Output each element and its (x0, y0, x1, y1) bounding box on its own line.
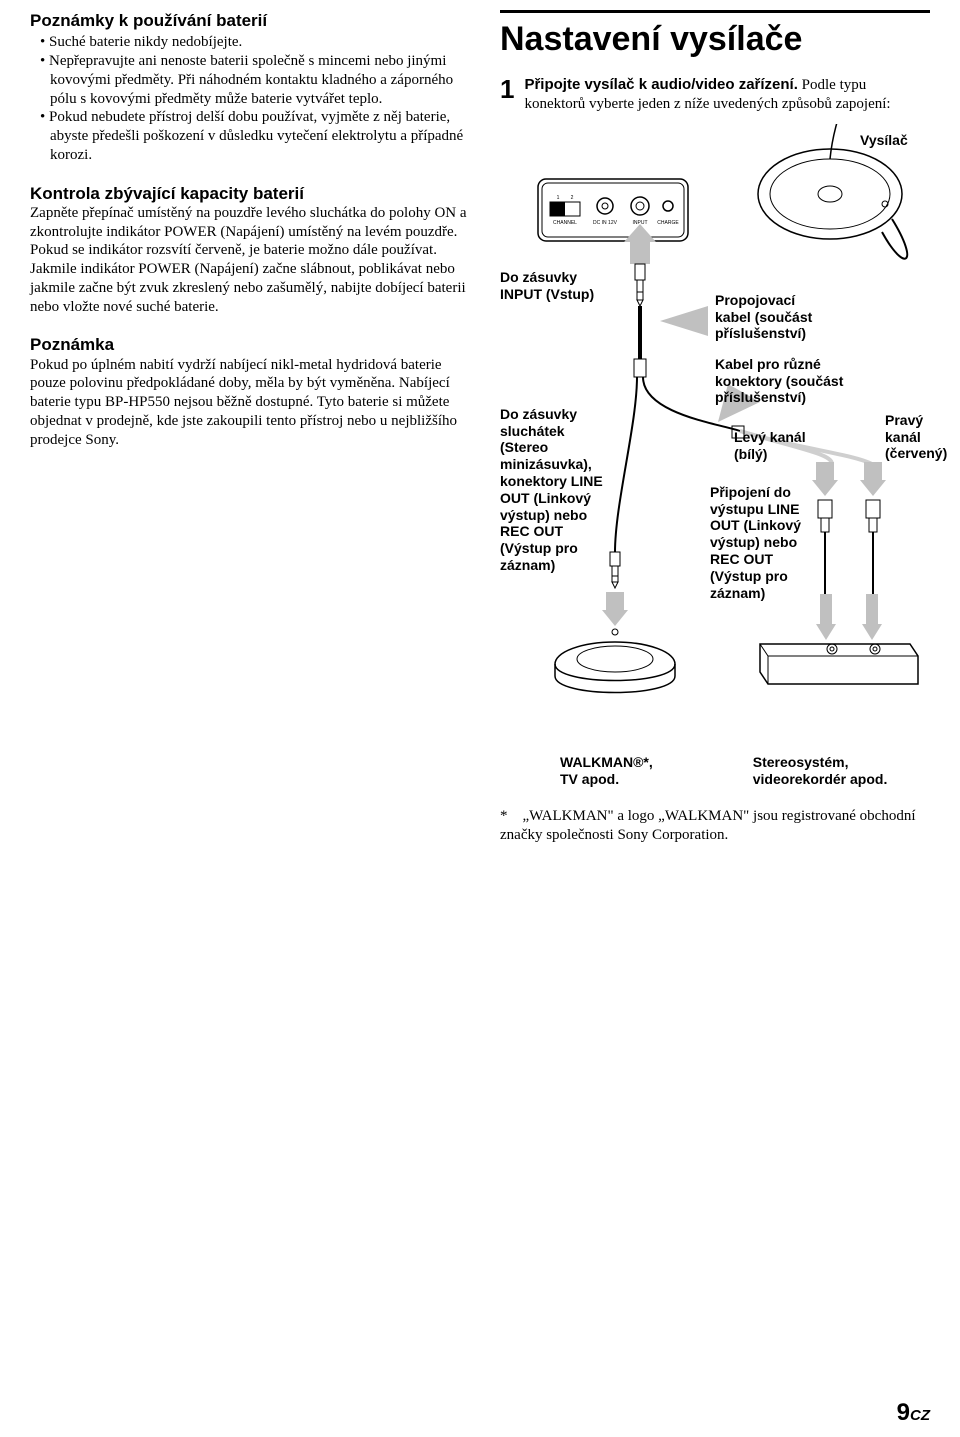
footnote-mark: * (500, 808, 508, 824)
connection-diagram: 1 2 CHANNEL DC IN 12V INPUT CHARGE (500, 124, 930, 744)
label-vysilac: Vysílač (860, 132, 908, 149)
battery-bullets: Suché baterie nikdy nedobíjejte. Nepřepr… (40, 33, 470, 164)
label-pravy: Pravýkanál(červený) (885, 412, 947, 462)
footnote-text: „WALKMAN" a logo „WALKMAN" jsou registro… (500, 808, 916, 843)
label-lineout: Připojení dovýstupu LINEOUT (Linkovývýst… (710, 484, 801, 602)
label-sluchatka: Do zásuvkysluchátek(Stereominizásuvka),k… (500, 406, 620, 574)
label-stereo: Stereosystém,videorekordér apod. (753, 754, 888, 788)
rca-plug-left-icon (818, 500, 832, 532)
panel-charge: CHARGE (657, 220, 679, 226)
bullet-2: Nepřepravujte ani nenoste baterii společ… (40, 52, 470, 108)
bullet-3: Pokud nebudete přístroj delší dobu použí… (40, 108, 470, 164)
note-para: Pokud po úplném nabití vydrží nabíjecí n… (30, 356, 470, 450)
footnote: * „WALKMAN" a logo „WALKMAN" jsou regist… (500, 807, 930, 845)
page-number: 9CZ (897, 1399, 930, 1427)
note-heading: Poznámka (30, 334, 470, 355)
panel-ch2: 2 (571, 195, 574, 201)
bullet-1: Suché baterie nikdy nedobíjejte. (40, 33, 470, 52)
capacity-para-2: Jakmile indikátor POWER (Napájení) začne… (30, 260, 470, 316)
panel-ch1: 1 (557, 195, 560, 201)
label-levy: Levý kanál(bílý) (734, 429, 806, 463)
panel-channel: CHANNEL (553, 220, 577, 226)
label-propoj: Propojovacíkabel (součástpříslušenství) (715, 292, 812, 342)
rca-plug-right-icon (866, 500, 880, 532)
minijack-plug-icon (635, 264, 645, 306)
right-title: Nastavení vysílače (500, 10, 930, 58)
panel-dcin: DC IN 12V (593, 220, 618, 226)
step-bold: Připojte vysílač k audio/video zařízení. (524, 76, 797, 93)
capacity-para-1: Zapněte přepínač umístěný na pouzdře lev… (30, 204, 470, 260)
label-walkman: WALKMAN®*,TV apod. (560, 754, 653, 788)
capacity-heading: Kontrola zbývající kapacity baterií (30, 183, 470, 204)
step-number: 1 (500, 76, 514, 114)
label-input-jack: Do zásuvkyINPUT (Vstup) (500, 269, 594, 303)
battery-notes-heading: Poznámky k používání baterií (30, 10, 470, 31)
label-kabel-ruzne: Kabel pro různékonektory (součástpřísluš… (715, 356, 843, 406)
